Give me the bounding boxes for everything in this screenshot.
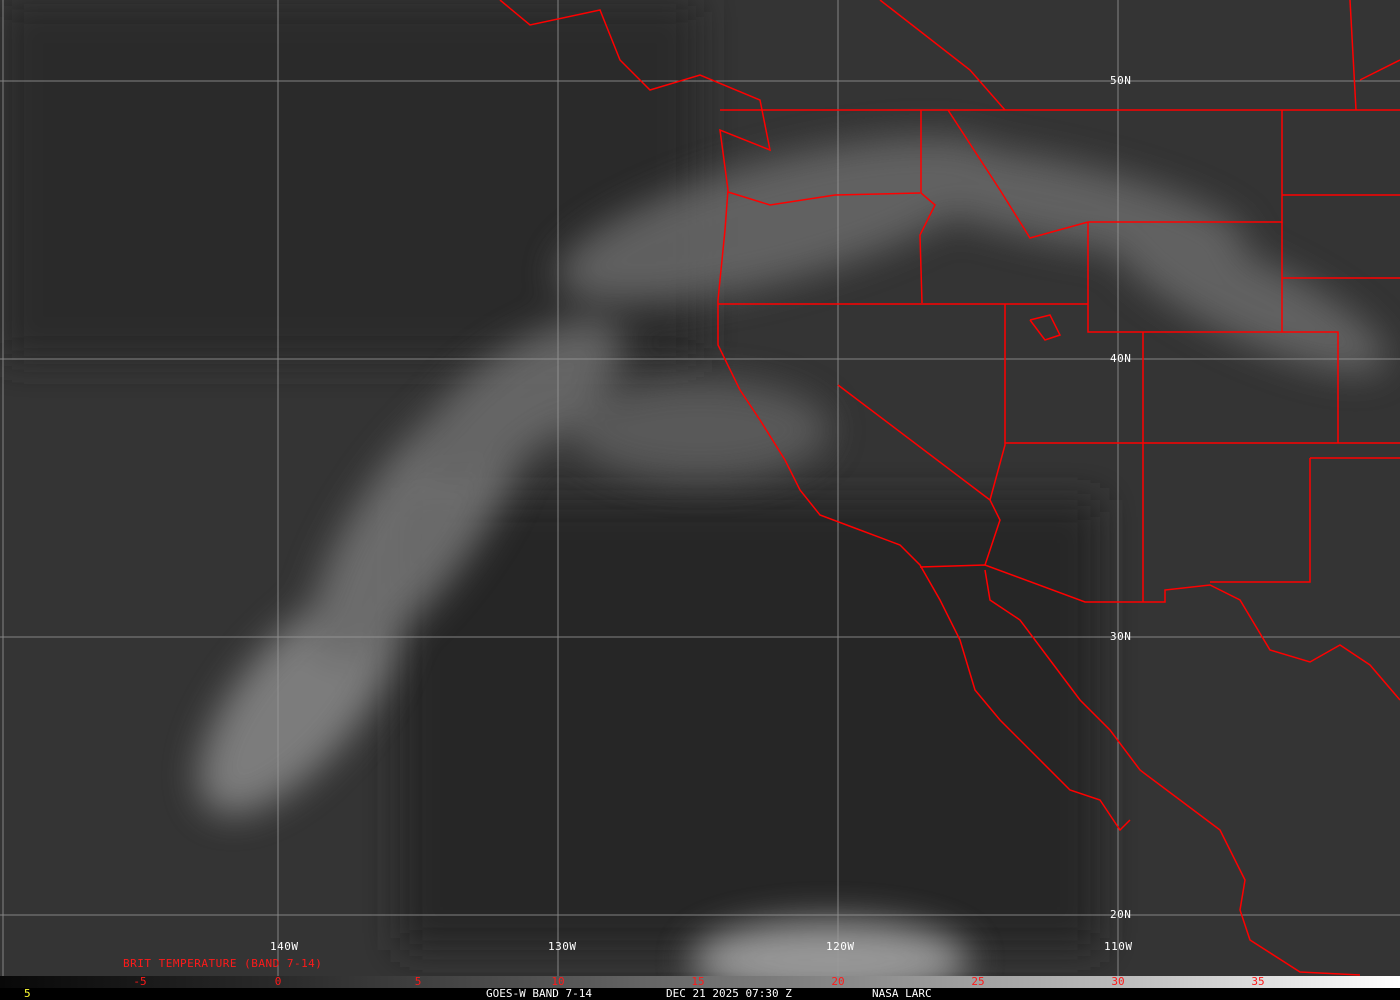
- lat-label-50n: 50N: [1110, 74, 1132, 87]
- footer-bar: [0, 988, 1400, 1000]
- colorbar-tick: 20: [831, 975, 845, 988]
- colorbar-tick: -5: [133, 975, 147, 988]
- colorbar-title: BRIT TEMPERATURE (BAND 7-14): [123, 957, 323, 970]
- temperature-colorbar: [0, 976, 1400, 988]
- lat-label-20n: 20N: [1110, 908, 1132, 921]
- lon-label-120w: 120W: [826, 940, 855, 953]
- colorbar-tick: 15: [691, 975, 705, 988]
- colorbar-tick: 25: [971, 975, 985, 988]
- political-boundaries: [499, 0, 1400, 976]
- lon-label-140w: 140W: [270, 940, 299, 953]
- lat-lon-grid: [0, 0, 1400, 976]
- gulf-coastline: [984, 569, 1361, 976]
- colorbar-tick: 0: [274, 975, 282, 988]
- product-label: GOES-W BAND 7-14: [486, 987, 592, 1000]
- cloud-band: [198, 136, 1387, 1000]
- lon-label-110w: 110W: [1104, 940, 1133, 953]
- datetime-label: DEC 21 2025 07:30 Z: [666, 987, 792, 1000]
- lat-label-40n: 40N: [1110, 352, 1132, 365]
- lat-label-30n: 30N: [1110, 630, 1132, 643]
- colorbar-tick: 5: [414, 975, 422, 988]
- us-mexico-border: [919, 564, 1400, 701]
- colorbar-tick: 10: [551, 975, 565, 988]
- frame-number: 5: [24, 987, 31, 1000]
- wa-or-border: [727, 191, 921, 206]
- west-coastline: [499, 0, 1131, 832]
- lon-label-130w: 130W: [548, 940, 577, 953]
- source-label: NASA LARC: [872, 987, 932, 1000]
- colorbar-tick: 30: [1111, 975, 1125, 988]
- colorbar-tick: 35: [1251, 975, 1265, 988]
